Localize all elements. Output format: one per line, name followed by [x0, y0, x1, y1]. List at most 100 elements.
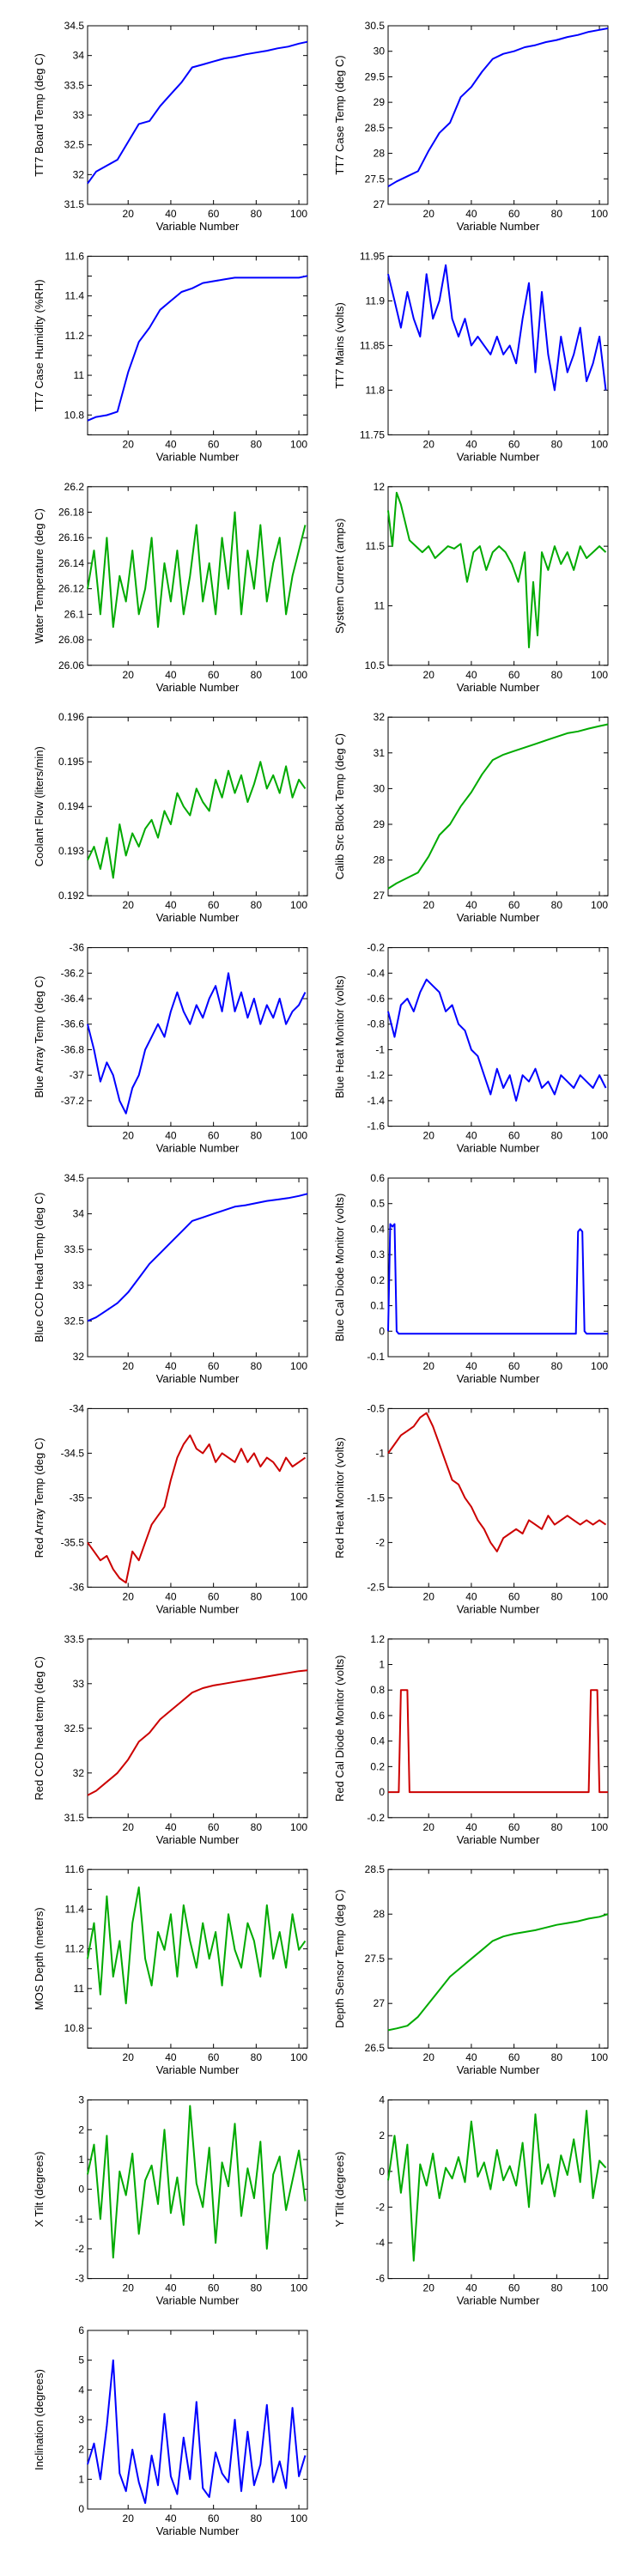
y-tick-label: 28	[374, 1908, 386, 1920]
y-tick-label: 28	[374, 148, 386, 160]
x-tick-label: 60	[208, 2282, 220, 2294]
y-tick-label: 0	[379, 2166, 385, 2178]
y-tick-label: 33	[73, 1678, 85, 1690]
y-tick-label: 0.8	[370, 1684, 385, 1696]
x-axis-label: Variable Number	[156, 1372, 240, 1385]
chart-panel: -6 -4 -2 0 2 4 20 40 60 80 100 Variable Number Y Til…	[333, 2094, 609, 2307]
x-tick-label: 80	[551, 669, 563, 681]
x-axis-label: Variable Number	[156, 1602, 240, 1615]
y-axis-label: TT7 Mains (volts)	[333, 302, 346, 388]
x-tick-label: 80	[251, 1590, 263, 1602]
x-tick-label: 60	[508, 899, 520, 911]
x-tick-label: 40	[465, 669, 477, 681]
chart-panel: 27 28 29 30 31 32 20 40 60 80 100 Variable Number Ca…	[333, 711, 609, 924]
x-tick-label: 40	[165, 2512, 177, 2524]
x-tick-label: 60	[508, 1130, 520, 1142]
plot-frame	[387, 947, 609, 1127]
y-axis-label: Blue CCD Head Temp (deg C)	[33, 1193, 46, 1343]
y-tick-label: 0.193	[58, 845, 84, 857]
x-tick-label: 20	[423, 1590, 435, 1602]
x-tick-label: 40	[165, 1360, 177, 1372]
chart-panel: 31.5 32 32.5 33 33.5 34 34.5 20 40 60 80 100 Variabl…	[33, 20, 308, 233]
y-tick-label: 33.5	[64, 1633, 85, 1645]
y-tick-label: 11.8	[366, 384, 386, 396]
plot-frame	[87, 1407, 308, 1588]
y-tick-label: 11	[374, 599, 386, 611]
y-tick-label: -36.6	[61, 1018, 85, 1030]
plot-frame	[87, 25, 308, 205]
y-tick-label: -0.5	[367, 1402, 385, 1414]
y-tick-label: 27.5	[365, 1953, 386, 1965]
x-tick-label: 100	[290, 208, 307, 220]
y-tick-label: -1.6	[367, 1121, 385, 1133]
x-axis-label: Variable Number	[156, 2524, 240, 2537]
y-tick-label: 34	[73, 50, 85, 62]
x-tick-label: 80	[251, 2282, 263, 2294]
y-tick-label: 3	[78, 2094, 84, 2106]
x-tick-label: 60	[208, 669, 220, 681]
x-tick-label: 20	[123, 2512, 135, 2524]
y-tick-label: 2	[78, 2444, 84, 2456]
x-tick-label: 20	[423, 2051, 435, 2063]
y-axis-label: Y Tilt (degrees)	[333, 2152, 346, 2227]
x-tick-label: 20	[423, 899, 435, 911]
y-tick-label: 28	[374, 854, 386, 866]
x-tick-label: 80	[551, 438, 563, 450]
y-tick-label: 30	[374, 46, 386, 58]
y-tick-label: -0.4	[367, 967, 385, 979]
y-tick-label: 11	[74, 369, 85, 381]
plot-frame	[387, 2099, 609, 2280]
x-tick-label: 80	[551, 208, 563, 220]
x-tick-label: 20	[123, 1360, 135, 1372]
y-axis-label: Blue Array Temp (deg C)	[33, 976, 46, 1098]
x-tick-label: 20	[423, 208, 435, 220]
chart-panel: 27 27.5 28 28.5 29 29.5 30 30.5 20 40 60 80 100 Varia…	[333, 20, 609, 233]
x-tick-label: 60	[208, 2051, 220, 2063]
x-tick-label: 40	[165, 669, 177, 681]
x-tick-label: 80	[551, 1130, 563, 1142]
x-axis-label: Variable Number	[457, 2294, 540, 2307]
y-tick-label: 31	[374, 747, 386, 759]
x-tick-label: 40	[465, 208, 477, 220]
series-line	[387, 2110, 607, 2262]
x-tick-label: 40	[465, 1360, 477, 1372]
x-axis-label: Variable Number	[457, 911, 540, 924]
chart-panel: 0 1 2 3 4 5 6 20 40 60 80 100 Variable Number Inclina…	[33, 2324, 308, 2537]
series-line	[87, 1886, 307, 2005]
y-tick-label: 0	[78, 2184, 84, 2196]
x-axis-label: Variable Number	[156, 911, 240, 924]
x-tick-label: 20	[423, 1360, 435, 1372]
y-tick-label: -0.1	[367, 1351, 385, 1363]
y-tick-label: -34	[70, 1402, 85, 1414]
x-tick-label: 20	[423, 669, 435, 681]
y-tick-label: 11	[74, 1983, 85, 1995]
y-tick-label: 4	[379, 2094, 385, 2106]
y-axis-label: TT7 Case Humidity (%RH)	[33, 279, 46, 411]
y-tick-label: -2	[75, 2243, 84, 2255]
plot-frame	[387, 255, 609, 435]
y-tick-label: 4	[78, 2384, 84, 2396]
y-axis-label: Calib Src Block Temp (deg C)	[333, 733, 346, 879]
y-tick-label: -6	[375, 2273, 385, 2285]
x-tick-label: 100	[591, 669, 608, 681]
y-tick-label: 11.2	[65, 1943, 85, 1955]
y-tick-label: 26.1	[64, 608, 85, 620]
x-tick-label: 80	[251, 899, 263, 911]
x-tick-label: 60	[208, 1130, 220, 1142]
plot-frame	[387, 1177, 609, 1358]
y-tick-label: 32	[73, 168, 85, 180]
x-tick-label: 20	[423, 438, 435, 450]
series-line	[388, 1689, 608, 1794]
x-axis-label: Variable Number	[156, 2294, 240, 2307]
y-tick-label: 34.5	[64, 20, 85, 32]
y-tick-label: 33	[73, 109, 85, 121]
y-tick-label: 32	[73, 1767, 85, 1779]
x-tick-label: 40	[465, 1821, 477, 1833]
x-tick-label: 60	[208, 208, 220, 220]
y-tick-label: 6	[78, 2324, 84, 2336]
series-line	[387, 27, 609, 188]
series-line	[87, 761, 307, 879]
y-tick-label: 10.8	[64, 409, 85, 421]
x-tick-label: 100	[591, 899, 608, 911]
plot-frame	[87, 947, 308, 1127]
